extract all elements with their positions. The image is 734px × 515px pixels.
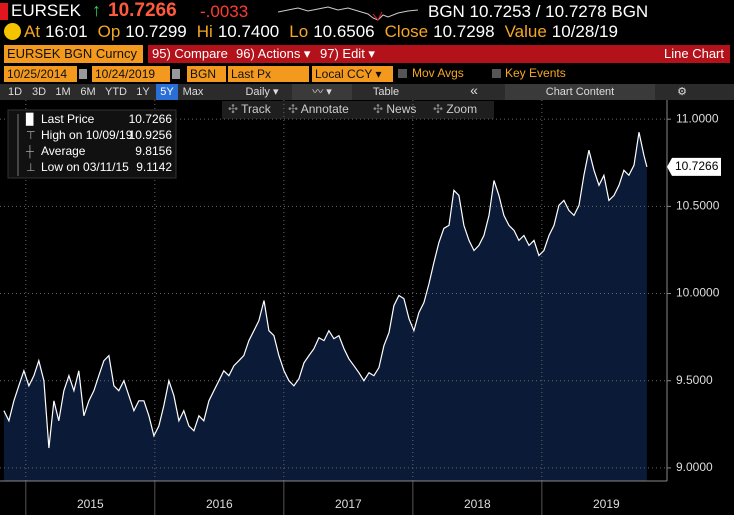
stat-value: 10.6506 — [313, 22, 375, 41]
change: -.0033 — [200, 2, 249, 21]
period-tab[interactable]: YTD — [105, 86, 127, 98]
tool-label: News — [386, 102, 417, 116]
stat-label: Lo — [289, 22, 309, 41]
tool-icon: ✣ — [373, 102, 387, 116]
tool-button[interactable]: ✣ News — [373, 102, 416, 116]
chart-content[interactable]: Chart Content — [505, 84, 655, 100]
x-tick-label: 2016 — [206, 497, 233, 511]
tool-icon: ✣ — [228, 102, 242, 116]
stat-value: 10.7400 — [217, 22, 280, 41]
y-tick-label: 10.5000 — [676, 199, 720, 213]
tool-bar — [222, 101, 494, 119]
stat: At 16:01 — [24, 22, 88, 42]
legend-label: Low on 03/11/15 — [41, 160, 129, 174]
legend-icon: ▉ — [25, 112, 34, 126]
y-tick-label: 10.0000 — [676, 286, 720, 300]
stat-value: 10/28/19 — [551, 22, 618, 41]
stat: Close 10.7298 — [385, 22, 495, 42]
start-date[interactable]: 10/25/2014 — [4, 66, 77, 82]
stat-value: 10.7299 — [125, 22, 187, 41]
security: EURSEK BGN Curncy — [4, 45, 143, 63]
stat: Value 10/28/19 — [505, 22, 618, 42]
ticker-marker — [0, 3, 8, 20]
table-button[interactable]: Table — [372, 86, 400, 98]
settings-gear[interactable]: ⚙ — [677, 86, 687, 98]
up-arrow: ↑ — [92, 0, 101, 20]
chart-type[interactable]: 〰 ▾ — [292, 84, 352, 100]
x-tick-label: 2017 — [335, 497, 362, 511]
x-tick-label: 2019 — [593, 497, 620, 511]
tool-button[interactable]: ✣ Zoom — [433, 102, 477, 116]
stat-label: At — [24, 22, 41, 41]
ticker: EURSEK — [11, 1, 81, 20]
stat-value: 16:01 — [45, 22, 88, 41]
edit-button[interactable]: 97) Edit ▾ — [316, 45, 392, 63]
end-date[interactable]: 10/24/2019 — [92, 66, 170, 82]
stat: Hi 10.7400 — [197, 22, 280, 42]
tool-button[interactable]: ✣ Annotate — [288, 102, 349, 116]
legend-label: Average — [41, 144, 86, 158]
y-tick-label: 11.0000 — [676, 111, 719, 125]
legend-icon: ⊤ — [26, 130, 36, 142]
collapse[interactable]: « — [470, 82, 478, 98]
price: 10.7266 — [108, 0, 177, 21]
period-tab[interactable]: Max — [182, 86, 204, 98]
price-tag-label: 10.7266 — [675, 159, 719, 173]
tool-icon: ✣ — [433, 102, 447, 116]
period-tab[interactable]: 5Y — [156, 84, 178, 100]
stat-value: 10.7298 — [433, 22, 495, 41]
price-line — [3, 132, 648, 449]
view-title: Line Chart — [392, 45, 730, 63]
checkbox[interactable] — [398, 69, 407, 78]
x-tick-label: 2018 — [464, 497, 491, 511]
stat: Lo 10.6506 — [289, 22, 374, 42]
actions-button[interactable]: 96) Actions ▾ — [232, 45, 316, 63]
field[interactable]: Last Px — [228, 66, 309, 82]
tool-label: Annotate — [300, 102, 349, 116]
period-tab[interactable]: 3D — [31, 86, 47, 98]
x-tick-label: 2015 — [77, 497, 104, 511]
legend-label: High on 10/09/19 — [41, 128, 133, 142]
period-tab[interactable]: 1D — [7, 86, 23, 98]
period-tab[interactable]: 6M — [80, 86, 96, 98]
tool-label: Track — [241, 102, 271, 116]
stats: At 16:01 Op 10.7299 Hi 10.7400 Lo 10.6506 Close 1… — [24, 22, 734, 42]
legend-value: 9.8156 — [135, 144, 172, 158]
frequency[interactable]: Daily ▾ — [245, 86, 279, 98]
tool-label: Zoom — [446, 102, 478, 116]
sparkline — [278, 6, 418, 21]
icon — [4, 23, 21, 40]
stat: Op 10.7299 — [98, 22, 187, 42]
source[interactable]: BGN — [187, 66, 226, 82]
legend-icon: ⊥ — [26, 162, 36, 174]
legend-value: 10.9256 — [129, 128, 173, 142]
tool-icon: ✣ — [288, 102, 301, 116]
y-tick-label: 9.5000 — [676, 373, 713, 387]
period-tab[interactable]: 1M — [55, 86, 71, 98]
check-label: Mov Avgs — [412, 66, 464, 80]
compare-button[interactable]: 95) Compare — [148, 45, 232, 63]
price-tag — [667, 157, 721, 176]
stat-label: Value — [504, 22, 547, 41]
tool-button[interactable]: ✣ Track — [228, 102, 271, 116]
legend-icon: ┼ — [25, 144, 34, 159]
bid-ask: BGN 10.7253 / 10.7278 BGN — [428, 2, 649, 21]
currency[interactable]: Local CCY ▾ — [312, 66, 393, 82]
legend-value: 9.1142 — [136, 160, 172, 174]
calendar-icon[interactable] — [172, 69, 180, 79]
legend-label: Last Price — [41, 112, 95, 126]
legend-value: 10.7266 — [129, 112, 173, 126]
y-tick-label: 9.0000 — [676, 460, 713, 474]
check-label: Key Events — [505, 66, 566, 80]
stat-label: Op — [97, 22, 121, 41]
checkbox[interactable] — [492, 69, 501, 78]
calendar-icon[interactable] — [79, 69, 87, 79]
area-fill — [3, 132, 647, 481]
period-tab[interactable]: 1Y — [136, 86, 150, 98]
legend-box — [7, 109, 177, 179]
stat-label: Close — [384, 22, 429, 41]
stat-label: Hi — [196, 22, 213, 41]
